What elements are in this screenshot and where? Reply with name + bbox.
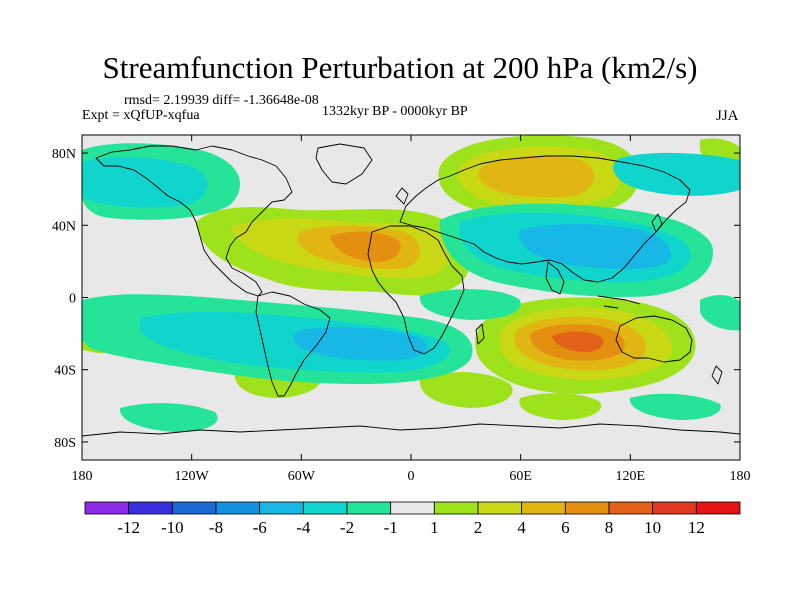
lat-tick-label: 80N [52, 147, 76, 162]
colorbar-swatch [652, 501, 697, 515]
colorbar-label: 1 [430, 518, 439, 537]
british-isles-coast [395, 187, 409, 205]
new-zealand-coast [711, 365, 723, 385]
lat-tick-label: 40S [54, 364, 76, 379]
africa-coast [367, 225, 465, 355]
india-coast [545, 261, 565, 295]
colorbar-swatch [346, 501, 392, 515]
lon-tick-label: 120W [175, 469, 210, 484]
season-label: JJA [716, 108, 739, 124]
lat-tick-label: 0 [69, 292, 76, 307]
colorbar-swatch [477, 501, 523, 515]
colorbar-swatch [171, 501, 217, 515]
lon-tick-label: 180 [72, 469, 93, 484]
australia-coast [615, 315, 693, 363]
colorbar-label: 4 [517, 518, 526, 537]
colorbar-swatch [259, 501, 304, 515]
colorbar-label: 10 [644, 518, 661, 537]
colorbar-swatch [521, 501, 566, 515]
chart-title: Streamfunction Perturbation at 200 hPa (… [102, 50, 698, 85]
colorbar-label: -12 [117, 518, 140, 537]
colorbar-label: 8 [605, 518, 614, 537]
colorbar-swatch [433, 501, 479, 515]
colorbar-swatch [608, 501, 654, 515]
colorbar-swatch [215, 501, 261, 515]
lon-tick-label: 60E [509, 469, 532, 484]
lat-tick-label: 80S [54, 436, 76, 451]
south-america-coast [255, 291, 331, 397]
colorbar-swatch [564, 501, 610, 515]
negative-anomaly-southern-ocean [119, 403, 218, 432]
colorbar-label: 6 [561, 518, 570, 537]
lon-tick-label: 120E [616, 469, 646, 484]
lat-tick-label: 40N [52, 219, 76, 234]
greenland-coast [315, 143, 373, 185]
antarctica-coast [82, 423, 740, 437]
japan-coast [651, 213, 663, 233]
time-period-label: 1332kyr BP - 0000kyr BP [322, 104, 468, 119]
colorbar-swatch [302, 501, 348, 515]
colorbar-swatch [390, 501, 435, 515]
lon-tick-label: 180 [730, 469, 751, 484]
colorbar-label: -8 [209, 518, 223, 537]
indonesia-coast [597, 295, 641, 309]
longitude-ticks: 180 120W 60W 0 60E 120E 180 [72, 135, 751, 484]
coastlines [82, 143, 740, 437]
colorbar-label: 12 [688, 518, 705, 537]
colorbar-swatch [84, 501, 130, 515]
latitude-ticks: 80N 40N 0 40S 80S [52, 147, 740, 451]
rmsd-diff-stats: rmsd= 2.19939 diff= -1.36648e-08 [124, 93, 319, 108]
colorbar-swatch [695, 501, 741, 515]
colorbar-label: -2 [340, 518, 354, 537]
colorbar-label: 2 [474, 518, 483, 537]
madagascar-coast [475, 323, 485, 345]
colorbar-label: -4 [296, 518, 311, 537]
colorbar-label: -6 [253, 518, 267, 537]
lon-tick-label: 0 [408, 469, 415, 484]
lon-tick-label: 60W [288, 469, 316, 484]
contour-fields [82, 135, 740, 437]
north-america-coast [95, 145, 293, 297]
colorbar-swatch [128, 501, 173, 515]
colorbar-label: -1 [384, 518, 398, 537]
experiment-label: Expt = xQfUP-xqfua [82, 108, 200, 123]
colorbar-label: -10 [161, 518, 184, 537]
colorbar: -12 -10 -8 -6 -4 -2 -1 1 2 4 6 8 10 12 [84, 501, 741, 537]
negative-anomaly-north-atlantic-high [613, 152, 740, 196]
